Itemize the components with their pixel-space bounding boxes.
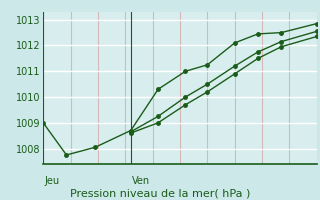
Text: Pression niveau de la mer( hPa ): Pression niveau de la mer( hPa ) xyxy=(70,188,250,198)
Text: Jeu: Jeu xyxy=(44,176,60,186)
Text: Ven: Ven xyxy=(132,176,150,186)
